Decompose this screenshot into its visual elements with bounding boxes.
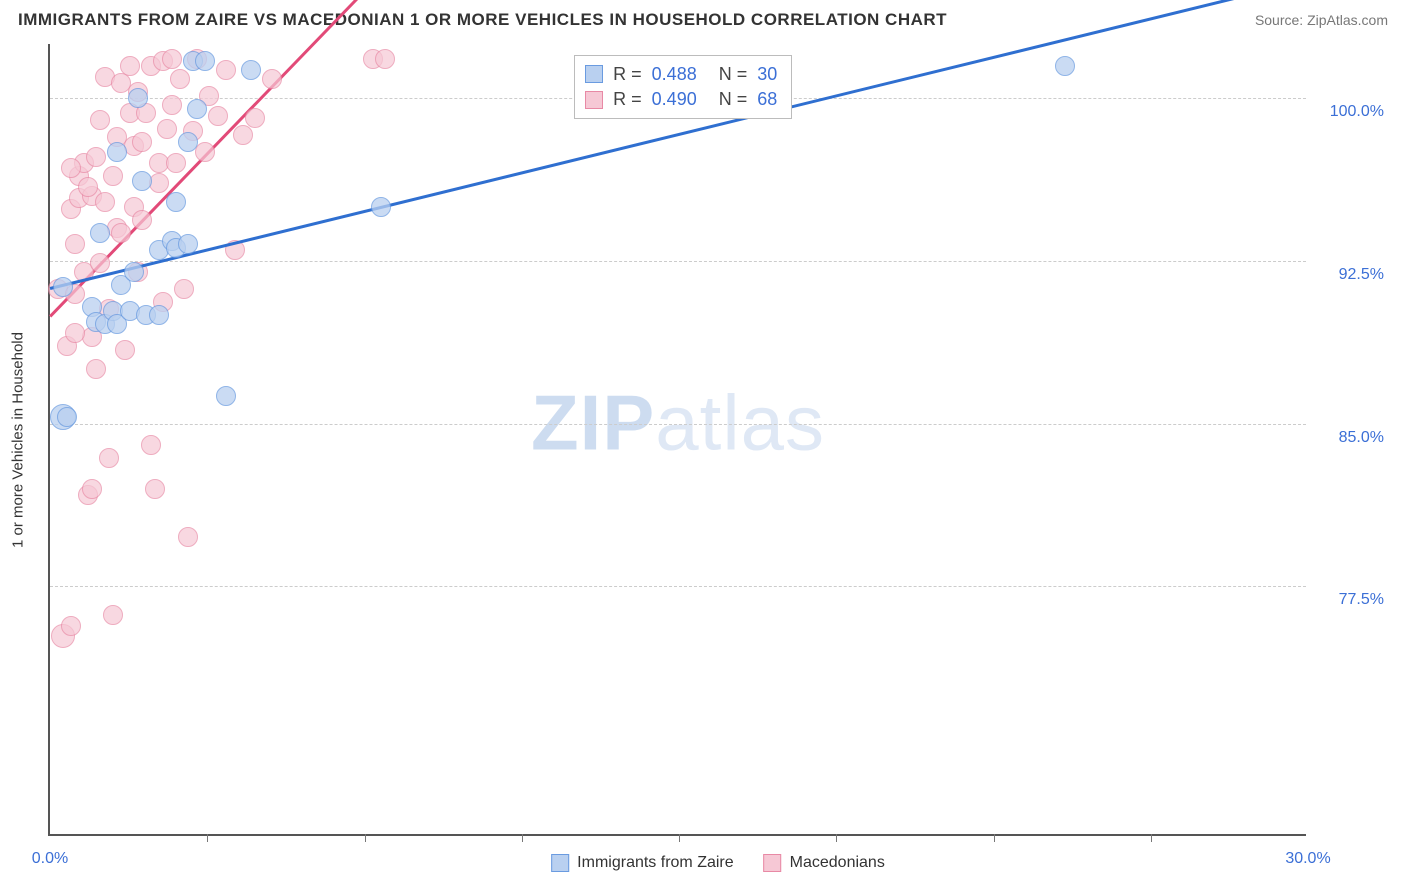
macedonian-point [65,234,85,254]
y-axis-label: 1 or more Vehicles in Household [10,332,27,548]
macedonian-point [216,60,236,80]
macedonian-point [120,56,140,76]
macedonian-point [233,125,253,145]
macedonian-point [78,177,98,197]
zaire-point [195,51,215,71]
plot-container: 1 or more Vehicles in Household ZIPatlas… [48,44,1388,836]
zaire-point [166,192,186,212]
source-attribution: Source: ZipAtlas.com [1255,12,1388,28]
macedonian-point [86,359,106,379]
macedonian-point [166,153,186,173]
legend-item: Macedonians [764,854,885,872]
x-tick [522,834,523,842]
x-tick-label: 30.0% [1285,850,1330,868]
macedonian-point [245,108,265,128]
y-tick-label: 85.0% [1314,429,1384,447]
y-tick-label: 100.0% [1314,103,1384,121]
stat-r-value: 0.488 [652,62,697,87]
zaire-point [90,223,110,243]
macedonian-point [195,142,215,162]
macedonian-point [208,106,228,126]
macedonian-point [375,49,395,69]
stat-n-label: N = [719,87,748,112]
watermark-bold: ZIP [531,379,655,467]
x-tick [365,834,366,842]
macedonian-point [174,279,194,299]
x-tick [1151,834,1152,842]
macedonian-point [90,253,110,273]
zaire-point [149,305,169,325]
legend-swatch [585,65,603,83]
stat-r-label: R = [613,87,642,112]
macedonian-point [103,605,123,625]
macedonian-point [99,448,119,468]
zaire-point [132,171,152,191]
legend-swatch [764,854,782,872]
macedonian-point [149,173,169,193]
zaire-point [53,277,73,297]
x-tick [679,834,680,842]
zaire-point [187,99,207,119]
stats-row: R = 0.488 N = 30 [585,62,777,87]
macedonian-point [178,527,198,547]
legend-label: Macedonians [790,854,885,872]
macedonian-point [95,192,115,212]
zaire-point [107,142,127,162]
zaire-point [128,88,148,108]
series-legend: Immigrants from Zaire Macedonians [551,854,885,872]
macedonian-point [145,479,165,499]
zaire-point [124,262,144,282]
watermark-light: atlas [655,379,825,467]
y-tick-label: 92.5% [1314,266,1384,284]
zaire-point [216,386,236,406]
macedonian-point [65,323,85,343]
macedonian-point [141,435,161,455]
zaire-point [178,132,198,152]
legend-swatch [551,854,569,872]
macedonian-point [90,110,110,130]
macedonian-point [82,479,102,499]
macedonian-point [132,132,152,152]
stat-n-value: 68 [757,87,777,112]
macedonian-point [162,95,182,115]
macedonian-point [103,166,123,186]
stat-r-label: R = [613,62,642,87]
macedonian-point [115,340,135,360]
scatter-plot-area: ZIPatlas 100.0%92.5%85.0%77.5%0.0%30.0%R… [48,44,1306,836]
macedonian-point [262,69,282,89]
x-tick-label: 0.0% [32,850,68,868]
correlation-stats-box: R = 0.488 N = 30 R = 0.490 N = 68 [574,55,792,119]
macedonian-point [61,616,81,636]
gridline [50,586,1306,587]
zaire-point [178,234,198,254]
legend-swatch [585,91,603,109]
macedonian-point [157,119,177,139]
zaire-point [1055,56,1075,76]
macedonian-point [170,69,190,89]
x-tick [994,834,995,842]
macedonian-point [111,223,131,243]
macedonian-point [132,210,152,230]
legend-label: Immigrants from Zaire [577,854,733,872]
stats-row: R = 0.490 N = 68 [585,87,777,112]
macedonian-point [86,147,106,167]
zaire-point [241,60,261,80]
gridline [50,261,1306,262]
stat-r-value: 0.490 [652,87,697,112]
legend-item: Immigrants from Zaire [551,854,733,872]
stat-n-label: N = [719,62,748,87]
x-tick [836,834,837,842]
macedonian-point [61,158,81,178]
x-tick [207,834,208,842]
zaire-point [57,407,77,427]
macedonian-point [162,49,182,69]
zaire-point [371,197,391,217]
chart-title: IMMIGRANTS FROM ZAIRE VS MACEDONIAN 1 OR… [18,10,947,30]
gridline [50,424,1306,425]
stat-n-value: 30 [757,62,777,87]
y-tick-label: 77.5% [1314,591,1384,609]
